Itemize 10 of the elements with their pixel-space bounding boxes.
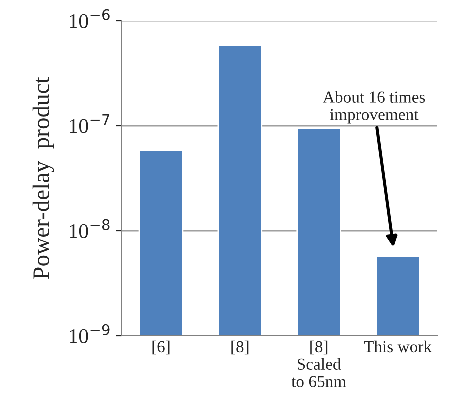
x-tick-label: [6] [152, 340, 170, 355]
y-tick-label: 10$^{−7}$ [70, 114, 110, 134]
annotation: About 16 times improvement [323, 91, 426, 124]
x-tick-label: This work [364, 340, 432, 353]
y-tick-label: 10$^{−9}$ [70, 324, 110, 344]
y-tick-label: 10$^{−6}$ [70, 9, 110, 28]
y-tick-label: 10$^{−8}$ [70, 219, 110, 238]
x-tick-label: [8] Scaled to 65nm [292, 340, 346, 388]
x-tick-label: [8] [232, 340, 249, 355]
y-axis-title: Power-delay product [32, 77, 54, 280]
